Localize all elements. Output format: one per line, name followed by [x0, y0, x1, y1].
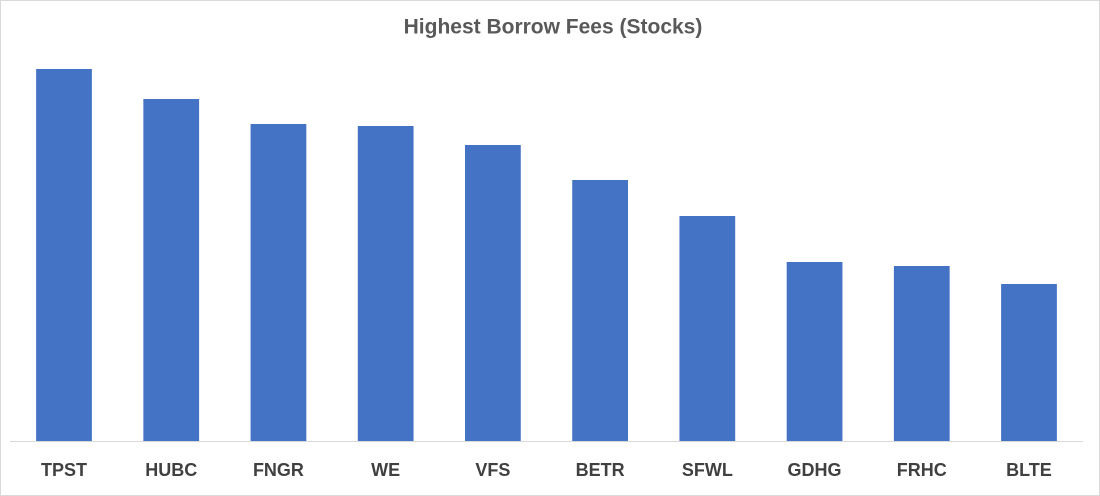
bar: [1001, 284, 1057, 441]
bar: [679, 216, 736, 441]
bar: [893, 266, 950, 441]
bar: [357, 126, 414, 441]
x-tick-label: VFS: [475, 460, 510, 480]
x-tick-label: BETR: [576, 460, 625, 480]
bar: [572, 180, 628, 441]
chart-title: Highest Borrow Fees (Stocks): [404, 16, 703, 39]
bar: [143, 99, 200, 441]
bar: [36, 69, 92, 441]
x-tick-label: TPST: [41, 460, 87, 480]
bar: [465, 145, 521, 441]
x-tick-label: FRHC: [897, 460, 947, 480]
bar: [250, 124, 307, 441]
x-tick-label: HUBC: [145, 460, 197, 480]
x-tick-label: WE: [371, 460, 400, 480]
x-tick-label: GDHG: [788, 460, 842, 480]
x-tick-label: FNGR: [253, 460, 304, 480]
x-tick-label: SFWL: [682, 460, 733, 480]
bar: [786, 262, 843, 441]
x-tick-label: BLTE: [1006, 460, 1052, 480]
